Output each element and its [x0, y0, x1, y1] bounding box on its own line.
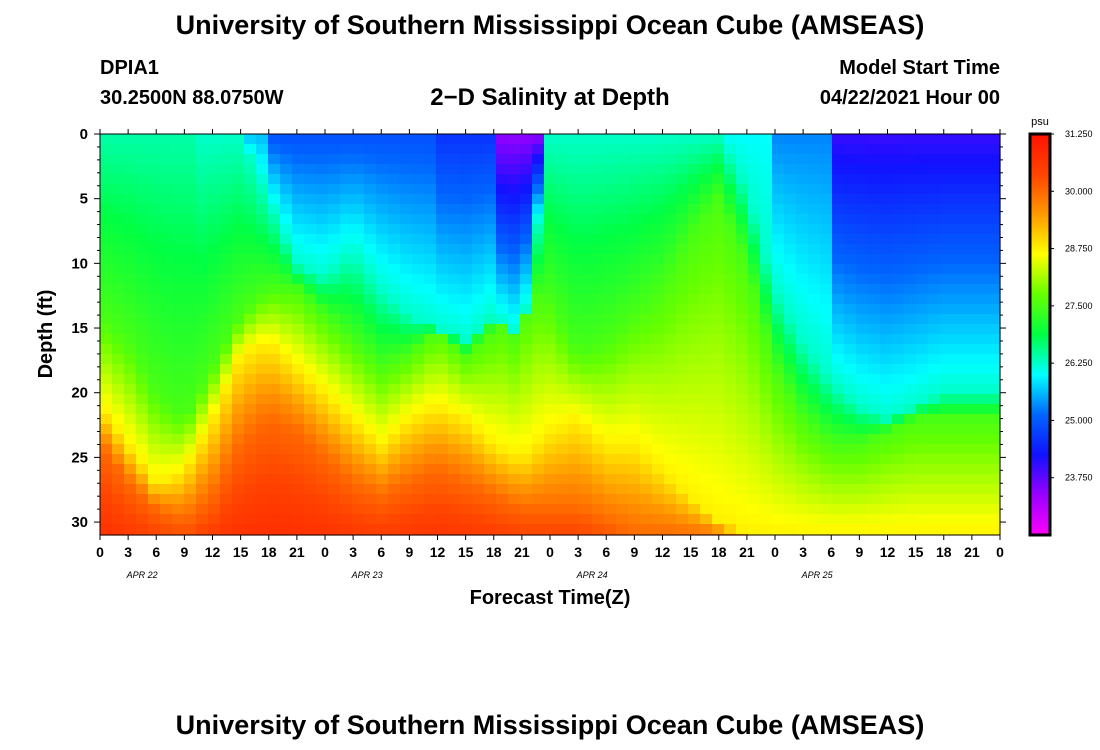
colorbar-scale [1028, 132, 1052, 537]
y-tick-label: 15 [71, 320, 88, 337]
x-tick-label: 0 [546, 544, 554, 560]
colorbar-unit: psu [1031, 116, 1049, 128]
colorbar-tick-label: 25.000 [1065, 415, 1093, 425]
colorbar-tick-label: 27.500 [1065, 301, 1093, 311]
x-tick-label: 0 [771, 544, 779, 560]
x-tick-label: 15 [908, 544, 924, 560]
colorbar: psu 31.250 30.000 28.750 27.500 26.250 25.000 2… [1028, 116, 1093, 537]
x-tick-label: 6 [152, 544, 160, 560]
y-tick-label: 25 [71, 449, 88, 466]
x-tick-label: 6 [602, 544, 610, 560]
x-tick-label: 18 [936, 544, 952, 560]
x-tick-label: 6 [377, 544, 385, 560]
date-label: APR 22 [126, 570, 158, 580]
x-tick-label: 18 [711, 544, 727, 560]
date-label: APR 24 [576, 570, 608, 580]
x-tick-label: 12 [880, 544, 896, 560]
y-tick-label: 0 [80, 126, 88, 143]
chart-title: 2−D Salinity at Depth [430, 84, 670, 111]
colorbar-tick-label: 23.750 [1065, 473, 1093, 483]
colorbar-tick-label: 26.250 [1065, 358, 1093, 368]
footer-title: University of Southern Mississippi Ocean… [175, 710, 925, 740]
model-start-label: Model Start Time [839, 57, 1000, 79]
x-tick-label: 21 [964, 544, 980, 560]
date-label: APR 23 [351, 570, 383, 580]
y-tick-label: 10 [71, 255, 88, 272]
x-tick-label: 3 [349, 544, 357, 560]
x-tick-label: 21 [739, 544, 755, 560]
x-tick-label: 6 [827, 544, 835, 560]
x-tick-label: 9 [180, 544, 188, 560]
y-tick-label: 5 [80, 191, 88, 208]
x-tick-label: 12 [655, 544, 671, 560]
station-id: DPIA1 [100, 57, 159, 79]
x-tick-label: 0 [96, 544, 104, 560]
y-axis-label: Depth (ft) [35, 290, 57, 379]
x-tick-label: 15 [683, 544, 699, 560]
x-tick-label: 18 [261, 544, 277, 560]
page-title: University of Southern Mississippi Ocean… [175, 10, 925, 40]
colorbar-tick-label: 30.000 [1065, 186, 1093, 196]
x-tick-label: 3 [124, 544, 132, 560]
x-tick-label: 15 [233, 544, 249, 560]
y-tick-label: 30 [71, 514, 88, 531]
x-tick-label: 15 [458, 544, 474, 560]
model-start-value: 04/22/2021 Hour 00 [819, 87, 1000, 109]
x-tick-label: 12 [430, 544, 446, 560]
x-tick-label: 0 [321, 544, 329, 560]
y-tick-label: 20 [71, 385, 88, 402]
x-tick-label: 21 [514, 544, 530, 560]
station-coords: 30.2500N 88.0750W [100, 87, 284, 109]
x-tick-label: 18 [486, 544, 502, 560]
x-tick-label: 21 [289, 544, 305, 560]
colorbar-tick-label: 31.250 [1065, 129, 1093, 139]
x-tick-label: 9 [855, 544, 863, 560]
x-tick-label: 0 [996, 544, 1004, 560]
x-tick-label: 3 [574, 544, 582, 560]
x-tick-label: 9 [405, 544, 413, 560]
x-axis-label: Forecast Time(Z) [470, 587, 631, 609]
x-tick-label: 3 [799, 544, 807, 560]
x-tick-label: 12 [205, 544, 221, 560]
date-label: APR 25 [801, 570, 834, 580]
x-tick-label: 9 [630, 544, 638, 560]
colorbar-tick-label: 28.750 [1065, 244, 1093, 254]
salinity-heatmap [100, 134, 1001, 536]
